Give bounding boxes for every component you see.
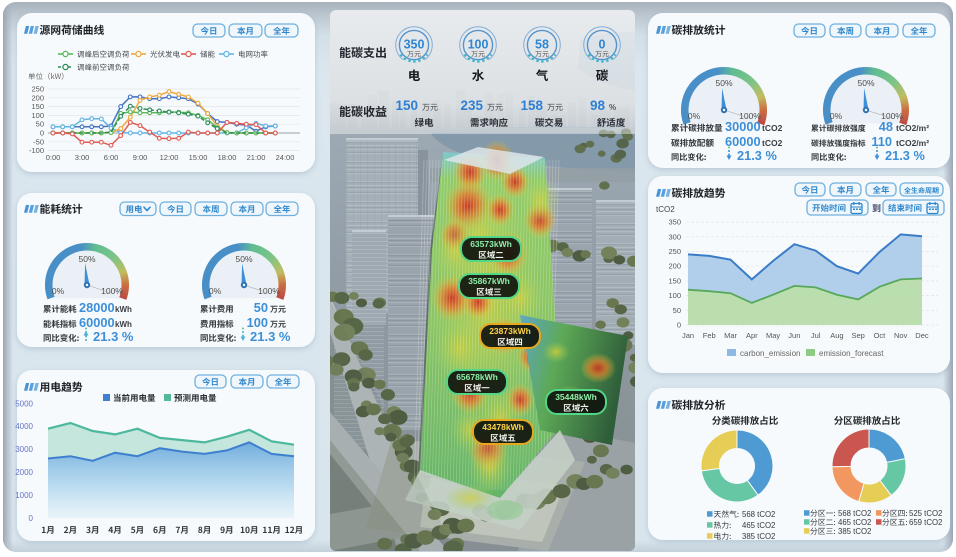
svg-text:21.3 %: 21.3 % bbox=[885, 148, 925, 163]
svg-text:Apr: Apr bbox=[746, 331, 758, 340]
svg-text:65678kWh: 65678kWh bbox=[456, 372, 498, 382]
svg-text:4000: 4000 bbox=[15, 422, 33, 431]
svg-text:tCO2/m²: tCO2/m² bbox=[896, 123, 929, 133]
svg-text:Oct: Oct bbox=[874, 331, 887, 340]
svg-text:568 tCO2: 568 tCO2 bbox=[742, 510, 775, 519]
svg-text:18:00: 18:00 bbox=[218, 153, 237, 162]
svg-text:43478kWh: 43478kWh bbox=[482, 422, 524, 432]
svg-text:tCO2: tCO2 bbox=[762, 123, 783, 133]
svg-text:5000: 5000 bbox=[15, 399, 33, 408]
svg-text:50%: 50% bbox=[235, 254, 252, 264]
svg-text:385 tCO2: 385 tCO2 bbox=[742, 532, 775, 541]
svg-text:1000: 1000 bbox=[15, 491, 33, 500]
svg-text:6:00: 6:00 bbox=[104, 153, 119, 162]
svg-text:50: 50 bbox=[254, 300, 268, 315]
svg-text:Jul: Jul bbox=[811, 331, 821, 340]
svg-text:Aug: Aug bbox=[830, 331, 843, 340]
svg-text:58: 58 bbox=[535, 38, 549, 52]
svg-text:110: 110 bbox=[871, 134, 892, 149]
svg-text:50%: 50% bbox=[715, 78, 732, 88]
svg-text:0: 0 bbox=[40, 129, 44, 138]
svg-text:-100: -100 bbox=[29, 146, 44, 155]
svg-text:98: 98 bbox=[590, 98, 606, 113]
svg-text:tCO2: tCO2 bbox=[656, 205, 675, 214]
svg-text:0: 0 bbox=[29, 514, 34, 523]
svg-text:465 tCO2: 465 tCO2 bbox=[838, 518, 871, 527]
svg-text:May: May bbox=[766, 331, 780, 340]
svg-text:0%: 0% bbox=[52, 286, 65, 296]
svg-text:568 tCO2: 568 tCO2 bbox=[838, 509, 871, 518]
svg-text:100: 100 bbox=[668, 291, 681, 300]
svg-text:100%: 100% bbox=[739, 111, 761, 121]
svg-text:659 tCO2: 659 tCO2 bbox=[909, 518, 942, 527]
svg-text:-50: -50 bbox=[33, 137, 44, 146]
svg-text:35867kWh: 35867kWh bbox=[468, 276, 510, 286]
svg-text:0%: 0% bbox=[209, 286, 222, 296]
svg-text:Jun: Jun bbox=[788, 331, 800, 340]
svg-text:0:00: 0:00 bbox=[46, 153, 61, 162]
svg-text:Dec: Dec bbox=[915, 331, 929, 340]
svg-text:35448kWh: 35448kWh bbox=[555, 392, 597, 402]
svg-text:250: 250 bbox=[31, 85, 44, 94]
svg-text:100%: 100% bbox=[881, 111, 903, 121]
svg-text:158: 158 bbox=[520, 98, 543, 113]
svg-text:350: 350 bbox=[668, 218, 681, 227]
svg-text:200: 200 bbox=[668, 262, 681, 271]
svg-text:100%: 100% bbox=[101, 286, 123, 296]
svg-text:Mar: Mar bbox=[724, 331, 737, 340]
svg-text:Feb: Feb bbox=[703, 331, 716, 340]
svg-text:24:00: 24:00 bbox=[276, 153, 295, 162]
svg-text:emission_forecast: emission_forecast bbox=[819, 349, 884, 358]
svg-text:tCO2/m²: tCO2/m² bbox=[896, 138, 929, 148]
svg-text:9:00: 9:00 bbox=[133, 153, 148, 162]
svg-text:100: 100 bbox=[468, 38, 489, 52]
svg-text:12:00: 12:00 bbox=[160, 153, 179, 162]
svg-text:21:00: 21:00 bbox=[247, 153, 266, 162]
svg-text:30000: 30000 bbox=[725, 119, 761, 134]
svg-text:50%: 50% bbox=[857, 78, 874, 88]
svg-text:21.3 %: 21.3 % bbox=[93, 329, 134, 344]
svg-text:200: 200 bbox=[31, 93, 44, 102]
svg-text:250: 250 bbox=[668, 247, 681, 256]
svg-text:15:00: 15:00 bbox=[189, 153, 208, 162]
svg-text:Jan: Jan bbox=[682, 331, 694, 340]
svg-text:23873kWh: 23873kWh bbox=[489, 326, 531, 336]
svg-text:50: 50 bbox=[36, 120, 44, 129]
svg-text:150: 150 bbox=[395, 98, 418, 113]
svg-text:carbon_emission: carbon_emission bbox=[740, 349, 800, 358]
svg-text:0: 0 bbox=[677, 321, 681, 330]
svg-text:50%: 50% bbox=[78, 254, 95, 264]
svg-text:0: 0 bbox=[599, 38, 606, 52]
svg-text:%: % bbox=[609, 103, 616, 112]
svg-text:385 tCO2: 385 tCO2 bbox=[838, 527, 871, 536]
svg-text:3000: 3000 bbox=[15, 445, 33, 454]
svg-text:350: 350 bbox=[404, 38, 425, 52]
svg-text:21.3 %: 21.3 % bbox=[737, 148, 777, 163]
svg-text:100%: 100% bbox=[258, 286, 280, 296]
svg-text:48: 48 bbox=[879, 119, 893, 134]
svg-text:28000: 28000 bbox=[79, 300, 115, 315]
svg-text:3:00: 3:00 bbox=[75, 153, 90, 162]
svg-text:60000: 60000 bbox=[79, 315, 115, 330]
svg-text:63573kWh: 63573kWh bbox=[470, 239, 512, 249]
svg-text:60000: 60000 bbox=[725, 134, 761, 149]
svg-text:150: 150 bbox=[31, 102, 44, 111]
svg-text:0%: 0% bbox=[830, 111, 843, 121]
svg-text:235: 235 bbox=[460, 98, 483, 113]
svg-text:100: 100 bbox=[247, 315, 268, 330]
svg-text:525 tCO2: 525 tCO2 bbox=[909, 509, 942, 518]
svg-text:tCO2: tCO2 bbox=[762, 138, 783, 148]
svg-text:Sep: Sep bbox=[851, 331, 864, 340]
svg-text:100: 100 bbox=[31, 111, 44, 120]
svg-text:150: 150 bbox=[668, 276, 681, 285]
svg-text:465 tCO2: 465 tCO2 bbox=[742, 521, 775, 530]
svg-text:0%: 0% bbox=[688, 111, 701, 121]
svg-text:21.3 %: 21.3 % bbox=[250, 329, 291, 344]
svg-text:2000: 2000 bbox=[15, 468, 33, 477]
svg-text:Nov: Nov bbox=[894, 331, 908, 340]
svg-text:kWh: kWh bbox=[115, 320, 132, 329]
svg-text:kWh: kWh bbox=[115, 305, 132, 314]
svg-text:300: 300 bbox=[668, 232, 681, 241]
svg-text:50: 50 bbox=[673, 306, 681, 315]
